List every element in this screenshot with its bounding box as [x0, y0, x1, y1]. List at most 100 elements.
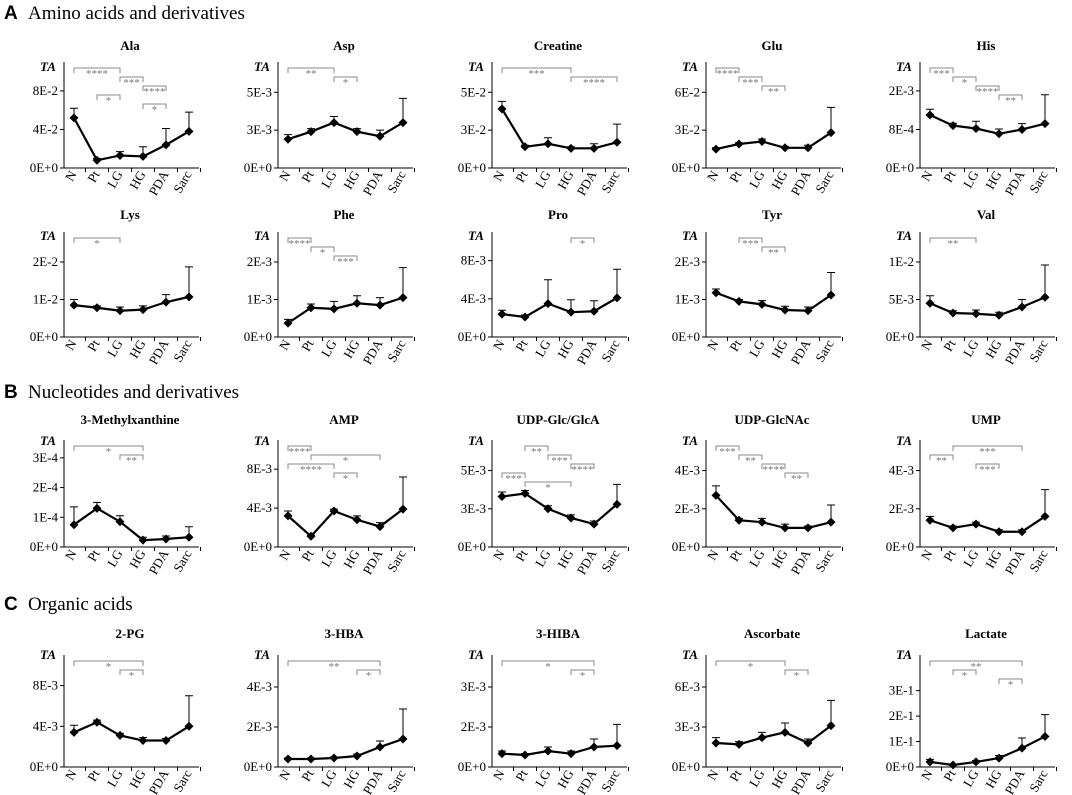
significance-label: ** — [791, 473, 802, 485]
y-axis-label: TA — [254, 59, 270, 74]
significance-label: * — [343, 455, 349, 467]
y-tick-label: 2E-3 — [675, 254, 700, 269]
y-tick-label: 8E-3 — [33, 678, 58, 693]
chart-title: Glu — [762, 38, 783, 53]
y-axis-label: TA — [896, 228, 912, 243]
data-point — [803, 738, 813, 748]
x-tick-label: N — [704, 766, 722, 782]
x-tick-label: Pt — [512, 337, 531, 354]
data-point — [375, 742, 385, 752]
data-point — [497, 104, 507, 114]
y-tick-label: 8E-2 — [33, 83, 58, 98]
chart-title: 3-HIBA — [536, 626, 581, 641]
x-tick-label: Pt — [298, 168, 317, 185]
x-tick-label: HG — [126, 767, 148, 791]
significance-label: ** — [126, 455, 137, 467]
data-line — [73, 720, 190, 742]
y-tick-label: 3E-3 — [461, 501, 486, 516]
significance-label: **** — [300, 464, 322, 476]
significance-label: *** — [528, 68, 545, 80]
y-tick-label: 0E+0 — [458, 759, 486, 774]
significance-bracket — [333, 76, 358, 82]
x-tick-label: LG — [746, 547, 768, 570]
x-tick-label: PDA — [360, 336, 386, 367]
data-point — [1040, 292, 1050, 302]
y-tick-label: 3E-1 — [889, 683, 914, 698]
data-point — [497, 492, 507, 502]
error-bar — [185, 266, 193, 297]
y-tick-label: 2E-3 — [461, 719, 486, 734]
y-tick-label: 5E-3 — [461, 463, 486, 478]
significance-bracket — [119, 76, 144, 82]
significance-bracket — [73, 237, 121, 243]
x-tick-label: Pt — [298, 337, 317, 354]
data-point — [306, 531, 316, 541]
x-tick-label: N — [62, 336, 80, 352]
data-point — [734, 515, 744, 525]
section-title: Nucleotides and derivatives — [28, 382, 239, 403]
data-point — [520, 142, 530, 152]
y-tick-label: 3E-3 — [675, 719, 700, 734]
data-point — [1017, 743, 1027, 753]
y-tick-label: 0E+0 — [672, 539, 700, 554]
y-tick-label: 0E+0 — [30, 539, 58, 554]
y-axis-label: TA — [468, 228, 484, 243]
chart-title: AMP — [329, 412, 359, 427]
data-point — [826, 517, 836, 527]
data-point — [803, 306, 813, 316]
error-bar — [1041, 264, 1049, 298]
data-point — [184, 292, 194, 302]
data-point — [612, 499, 622, 509]
data-point — [757, 517, 767, 527]
x-tick-label: PDA — [1002, 766, 1028, 795]
data-point — [826, 128, 836, 138]
data-point — [589, 742, 599, 752]
significance-bracket — [975, 463, 1000, 469]
section-title: Organic acids — [28, 594, 133, 615]
x-tick-label: Pt — [726, 767, 745, 784]
x-tick-label: HG — [340, 168, 362, 192]
data-point — [566, 143, 576, 153]
x-tick-label: N — [62, 766, 80, 782]
x-tick-label: LG — [318, 547, 340, 570]
significance-bracket — [142, 85, 167, 91]
x-tick-label: LG — [318, 337, 340, 360]
data-point — [398, 504, 408, 514]
x-tick-label: Pt — [512, 168, 531, 185]
data-point — [115, 517, 125, 527]
error-bar — [399, 476, 407, 510]
y-axis-label: TA — [468, 647, 484, 662]
x-tick-label: PDA — [574, 167, 600, 198]
significance-bracket — [524, 445, 549, 451]
significance-bracket — [929, 454, 954, 460]
x-tick-label: Sarc — [812, 767, 837, 795]
significance-bracket — [761, 85, 786, 91]
x-tick-label: N — [62, 546, 80, 562]
x-tick-label: HG — [340, 547, 362, 571]
significance-bracket — [310, 454, 381, 460]
data-point — [352, 515, 362, 525]
data-point — [497, 749, 507, 759]
significance-label: * — [320, 247, 326, 259]
x-tick-label: N — [276, 766, 294, 782]
significance-bracket — [570, 76, 618, 82]
x-tick-label: Sarc — [598, 767, 623, 795]
data-point — [780, 143, 790, 153]
data-point — [398, 293, 408, 303]
chart-title: Phe — [334, 207, 355, 222]
x-tick-label: Pt — [84, 168, 103, 185]
significance-bracket — [784, 472, 809, 478]
y-tick-label: 4E-2 — [33, 121, 58, 136]
data-point — [161, 297, 171, 307]
data-line — [929, 735, 1046, 767]
significance-bracket — [333, 255, 358, 261]
x-tick-label: N — [704, 167, 722, 183]
significance-label: * — [545, 482, 551, 494]
data-point — [566, 749, 576, 759]
data-point — [711, 288, 721, 298]
data-line — [929, 515, 1046, 533]
y-tick-label: 6E-2 — [675, 84, 700, 99]
x-tick-label: N — [276, 336, 294, 352]
x-tick-label: Pt — [84, 337, 103, 354]
data-point — [283, 134, 293, 144]
